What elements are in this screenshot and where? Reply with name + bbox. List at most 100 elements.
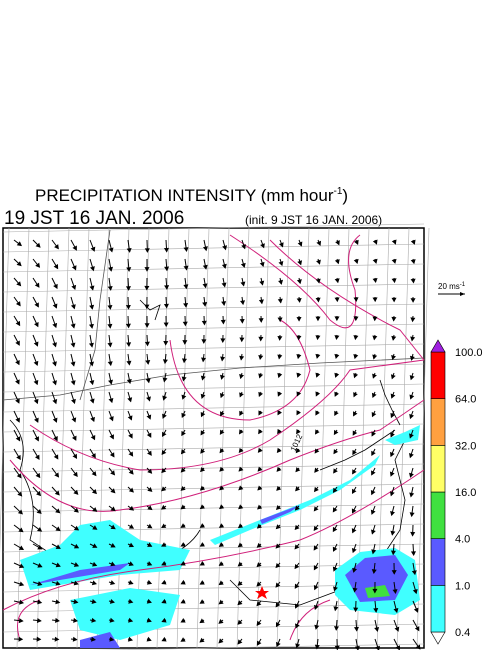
wind-arrow-head [55,508,61,514]
coast [379,379,401,426]
wind-arrow-head [199,561,205,566]
wind-arrow-head [144,341,150,347]
wind-arrow-head [352,587,358,593]
wind-arrow-head [257,485,263,491]
parallel [2,623,425,633]
wind-arrow-head [110,470,116,476]
wind-arrow-head [37,544,43,550]
wind-arrow-head [88,323,94,329]
colorbar-box [430,585,446,633]
wind-arrow-head [91,489,97,495]
wind-arrow-head [371,431,376,437]
parallel [2,223,425,233]
wind-arrow-head [183,265,189,271]
wind-arrow-head [353,392,358,398]
wind-arrow-head [200,467,206,473]
parallel [2,423,425,433]
wind-arrow-head [72,636,78,642]
wind-arrow-head [353,373,359,379]
parallel [2,523,425,533]
wind-arrow-head [34,436,39,442]
wind-arrow-head [409,472,414,478]
wind-arrow-head [389,491,395,497]
wind-arrow-head [109,452,115,458]
title: PRECIPITATION INTENSITY (mm hour-1) [35,186,348,205]
parallel [2,383,425,393]
wind-arrow-head [52,342,57,348]
wind-arrow-head [108,416,114,422]
wind-arrow-head [370,509,376,515]
wind-arrow-head [333,429,339,436]
wind-arrow-head [220,319,226,325]
wind-arrow-head [410,531,416,537]
border [79,229,111,401]
wind-arrow-head [54,636,60,642]
wind-arrow-head [71,398,76,405]
wind-arrow-head [351,488,357,495]
wind-arrow-head [73,580,79,586]
wind-arrow-head [109,636,115,642]
wind-arrow-head [334,645,340,650]
isobar [269,239,425,361]
wind-arrow-head [199,542,205,547]
wind-arrow-head [409,413,414,420]
wind-arrow-head [89,361,95,367]
wind-arrow-head [33,398,39,405]
wind-arrow-head [89,266,95,272]
colorbar: 0.4 1.0 4.0 16.0 32.0 64.0 100.0 [430,339,483,645]
wind-arrow-head [410,259,416,265]
wind-arrow-head [332,507,338,513]
wind-arrow-head [89,304,95,310]
wind-arrow-head [409,355,415,361]
wind-arrow-head [127,636,133,642]
wind-arrow-head [33,341,39,347]
wind-arrow-head [107,305,113,310]
wind-arrow-head [294,603,300,609]
wind-arrow-head [202,246,208,252]
wind-arrow-head [70,342,76,348]
wind-arrow-head [161,636,167,642]
wind-arrow-head [238,485,244,491]
wind-arrow-head [15,301,21,307]
colorbar-box [430,445,446,493]
wind-arrow-head [371,470,376,476]
wind-arrow-head [221,282,227,288]
wind-arrow-head [334,372,340,378]
border [2,357,425,401]
wind-arrow-head [278,279,284,285]
wind-arrow-head [389,471,395,477]
wind-arrow-head [125,304,131,310]
wind-arrow-head [109,434,114,440]
wind-arrow-head [277,298,283,304]
wind-arrow-head [182,321,188,327]
wind-arrow-head [296,335,302,341]
wind-arrow-head [258,410,263,416]
wind-arrow-head [391,570,397,575]
wind-arrow-head [409,512,415,518]
wind-arrow-head [199,580,205,585]
wind-arrow-head [237,542,243,548]
wind-arrow-head [53,436,58,442]
wind-arrow-head [52,417,58,423]
wind-arrow-head [35,472,41,479]
wind-arrow-head [37,581,43,586]
wind-arrow-head [390,374,396,380]
meridian [156,227,170,649]
wind-arrow-head [128,487,134,493]
wind-arrow-head [70,323,76,329]
wind-arrow-head [34,302,39,308]
wind-arrow-head [314,624,320,630]
wind-arrow-head [55,544,61,549]
wind-arrow-head [332,546,338,552]
wind-arrow-head [275,622,281,628]
wind-arrow-head [146,598,152,604]
wind-arrow-head [314,644,320,650]
wind-arrow-head [297,241,303,247]
wind-arrow-head [239,429,244,435]
wind-arrow-head [126,379,132,385]
wind-arrow-head [218,504,225,510]
wind-arrow-head [352,469,357,475]
wind-arrow-head [390,550,396,556]
colorbar-under [430,631,446,645]
